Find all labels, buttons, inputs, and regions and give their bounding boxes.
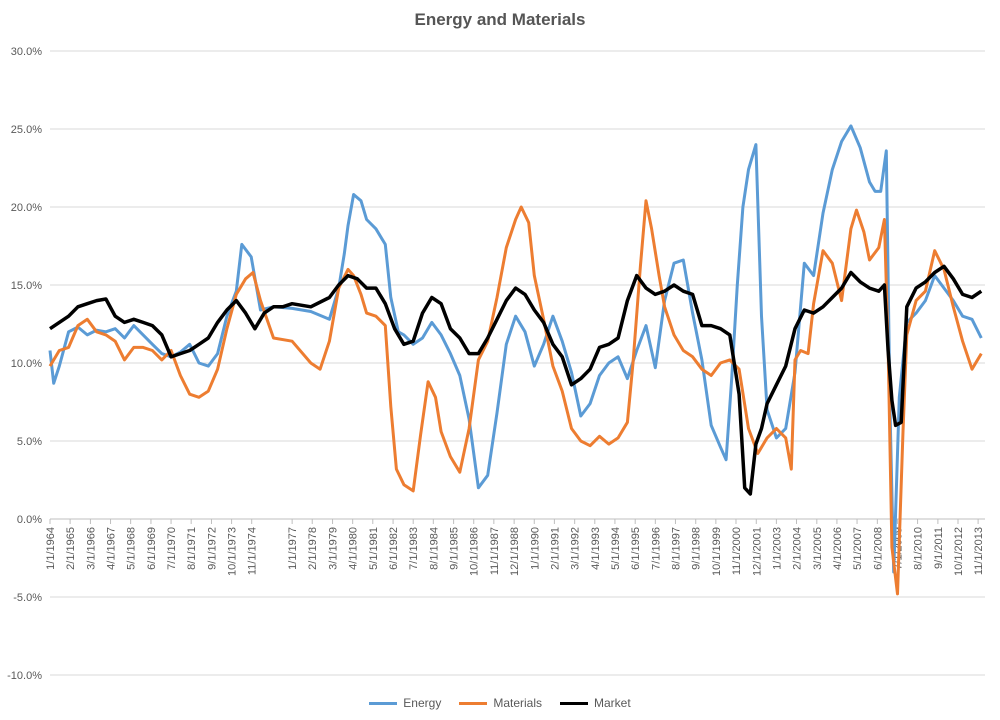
x-tick-label: 3/1/1979: [328, 527, 340, 570]
y-tick-label: 15.0%: [11, 280, 42, 292]
x-tick-label: 4/1/1980: [348, 527, 360, 570]
x-tick-label: 9/1/1985: [449, 527, 461, 570]
x-tick-label: 11/1/1974: [247, 527, 259, 575]
gridlines: [50, 50, 985, 676]
y-tick-label: 25.0%: [11, 124, 42, 136]
legend-swatch: [369, 701, 398, 705]
x-tick-label: 1/1/2003: [771, 527, 783, 570]
x-axis: 1/1/1964 2/1/1965 3/1/1966 4/1/1967 5/1/1968…: [45, 518, 985, 576]
legend-label: Market: [594, 696, 631, 710]
x-tick-label: 9/1/1998: [691, 527, 703, 570]
legend-swatch: [560, 701, 589, 705]
y-tick-label: -10.0%: [7, 670, 42, 682]
x-tick-label: 12/1/2001: [751, 527, 763, 576]
x-tick-label: 4/1/2006: [832, 527, 844, 570]
x-tick-label: 2/1/1991: [549, 527, 561, 570]
x-tick-label: 11/1/1987: [489, 527, 501, 575]
x-tick-label: 8/1/1984: [428, 527, 440, 570]
x-tick-label: 1/1/1977: [287, 527, 299, 570]
x-tick-label: 5/1/2007: [852, 527, 864, 570]
x-tick-label: 10/1/1986: [469, 527, 481, 576]
x-tick-label: 5/1/1981: [368, 527, 380, 570]
x-tick-label: 12/1/1988: [509, 527, 521, 576]
y-tick-label: 30.0%: [11, 46, 42, 58]
x-tick-label: 9/1/2011: [933, 527, 945, 569]
x-tick-label: 10/1/1999: [711, 527, 723, 576]
x-tick-label: 3/1/1966: [85, 527, 97, 570]
x-tick-label: 2/1/1965: [65, 527, 77, 570]
legend-label: Energy: [403, 696, 442, 710]
x-tick-label: 8/1/2010: [913, 527, 925, 570]
x-tick-label: 5/1/1994: [610, 527, 622, 570]
x-tick-label: 2/1/2004: [792, 527, 804, 570]
x-tick-label: 8/1/1997: [670, 527, 682, 570]
x-tick-label: 1/1/1990: [529, 527, 541, 570]
x-tick-label: 7/1/1970: [166, 527, 178, 570]
series-lines: [48, 124, 983, 596]
x-tick-label: 8/1/1971: [186, 527, 198, 570]
x-tick-label: 9/1/1972: [206, 527, 218, 570]
y-tick-label: -5.0%: [13, 592, 42, 604]
x-tick-label: 11/1/2000: [731, 527, 743, 575]
x-tick-label: 2/1/1978: [307, 527, 319, 570]
legend-item-energy: Energy: [369, 696, 441, 710]
x-tick-label: 6/1/1995: [630, 527, 642, 570]
legend: Energy Materials Market: [0, 696, 1000, 710]
x-tick-label: 6/1/1982: [388, 527, 400, 570]
x-tick-label: 6/1/2008: [872, 527, 884, 570]
x-tick-label: 5/1/1968: [126, 527, 138, 570]
y-axis: -10.0% -5.0% 0.0% 5.0% 10.0% 15.0% 20.0% 25.0% 3…: [7, 46, 42, 682]
legend-swatch: [459, 701, 488, 705]
x-tick-label: 4/1/1967: [106, 527, 118, 570]
y-tick-label: 5.0%: [17, 436, 42, 448]
x-tick-label: 7/1/1983: [408, 527, 420, 570]
series-line-market: [49, 264, 983, 496]
legend-item-market: Market: [560, 696, 631, 710]
series-line-materials: [48, 199, 983, 596]
x-tick-label: 6/1/1969: [146, 527, 158, 570]
x-tick-label: 10/1/2012: [953, 527, 965, 576]
legend-item-materials: Materials: [459, 696, 542, 710]
y-tick-label: 0.0%: [17, 514, 42, 526]
chart-title: Energy and Materials: [414, 10, 586, 29]
y-tick-label: 20.0%: [11, 202, 42, 214]
x-tick-label: 1/1/1964: [45, 527, 57, 570]
x-tick-label: 7/1/1996: [650, 527, 662, 570]
x-tick-label: 3/1/2005: [812, 527, 824, 570]
x-tick-label: 3/1/1992: [570, 527, 582, 570]
x-tick-label: 4/1/1993: [590, 527, 602, 570]
x-tick-label: 10/1/1973: [227, 527, 239, 576]
x-tick-label: 11/1/2013: [973, 527, 985, 575]
series-line-energy: [48, 124, 983, 574]
legend-label: Materials: [493, 696, 543, 710]
y-tick-label: 10.0%: [11, 358, 42, 370]
